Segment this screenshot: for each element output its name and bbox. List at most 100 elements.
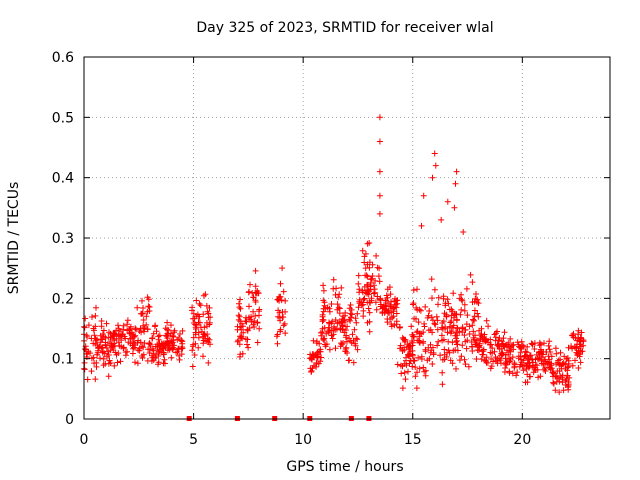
data-point — [168, 354, 175, 361]
data-point — [163, 340, 170, 347]
data-point — [365, 281, 371, 288]
data-point — [545, 342, 552, 349]
data-point — [164, 319, 171, 326]
data-point — [440, 318, 447, 325]
data-point — [507, 335, 514, 342]
data-point — [171, 342, 178, 349]
data-point — [134, 339, 141, 346]
data-point — [476, 327, 483, 334]
data-point — [111, 362, 118, 369]
data-point — [523, 366, 530, 372]
data-point — [250, 308, 257, 315]
data-point — [487, 349, 494, 356]
data-point — [355, 304, 362, 311]
data-point — [435, 294, 442, 301]
data-point — [205, 310, 212, 317]
data-point — [442, 300, 449, 307]
data-point — [541, 340, 547, 347]
data-point — [374, 264, 381, 271]
data-point — [163, 333, 170, 340]
data-point — [130, 345, 137, 352]
data-point — [169, 332, 176, 339]
data-point — [505, 339, 512, 346]
data-point — [351, 326, 358, 333]
data-point — [98, 323, 105, 330]
data-point — [139, 310, 146, 317]
data-point — [450, 322, 457, 329]
data-point — [136, 328, 143, 334]
data-point — [360, 307, 367, 314]
data-point — [189, 363, 196, 370]
data-point — [149, 345, 156, 352]
data-point — [473, 356, 480, 362]
data-point — [548, 353, 555, 360]
data-point — [377, 295, 384, 302]
data-point — [556, 389, 563, 396]
data-point — [420, 364, 427, 371]
data-point — [345, 357, 352, 364]
data-point — [458, 306, 465, 313]
data-point — [201, 324, 208, 331]
data-point — [481, 331, 488, 338]
data-point — [444, 296, 451, 303]
data-point — [439, 369, 446, 376]
data-point — [384, 294, 391, 301]
data-point — [437, 352, 444, 359]
data-point — [239, 350, 246, 357]
data-point — [348, 314, 355, 321]
y-tick-label: 0.6 — [52, 50, 74, 66]
data-point — [247, 281, 253, 288]
data-point — [169, 346, 176, 353]
data-point — [445, 338, 452, 345]
data-point — [434, 326, 441, 333]
data-point — [190, 310, 197, 317]
data-point — [140, 305, 146, 311]
data-point — [251, 318, 258, 324]
data-points — [81, 114, 587, 421]
data-point — [435, 301, 441, 308]
data-point — [118, 337, 125, 344]
data-point — [134, 304, 141, 311]
data-point — [143, 321, 150, 328]
data-point — [93, 363, 100, 370]
data-point — [84, 376, 91, 383]
data-point — [524, 371, 531, 378]
data-point — [143, 313, 150, 320]
data-point — [552, 387, 559, 394]
data-point — [415, 319, 422, 326]
data-point — [370, 282, 377, 289]
data-point — [334, 320, 341, 327]
data-point — [462, 338, 469, 345]
data-point — [140, 351, 147, 358]
data-point — [156, 342, 163, 349]
data-point — [522, 348, 529, 355]
y-tick-label: 0.3 — [52, 231, 74, 247]
data-point — [92, 335, 99, 342]
chart-title: Day 325 of 2023, SRMTID for receiver wla… — [196, 20, 493, 36]
data-point — [415, 354, 422, 361]
data-point — [99, 349, 106, 356]
data-point — [166, 343, 173, 349]
data-point — [85, 322, 92, 329]
data-point — [347, 317, 354, 324]
data-point — [418, 222, 425, 229]
data-point — [344, 338, 350, 345]
data-point — [409, 352, 416, 359]
data-point — [320, 336, 327, 342]
data-point — [189, 307, 195, 314]
data-point — [575, 331, 581, 338]
data-point — [318, 354, 325, 361]
data-point — [313, 363, 320, 370]
data-point — [439, 381, 446, 388]
data-point — [549, 369, 556, 376]
data-point — [314, 349, 321, 356]
x-tick-label: 15 — [404, 432, 422, 448]
data-point — [160, 351, 167, 357]
data-point — [349, 331, 356, 338]
data-point — [207, 314, 214, 321]
data-point — [472, 295, 479, 302]
data-point — [252, 283, 259, 290]
data-point — [140, 344, 147, 351]
data-point — [487, 365, 494, 372]
